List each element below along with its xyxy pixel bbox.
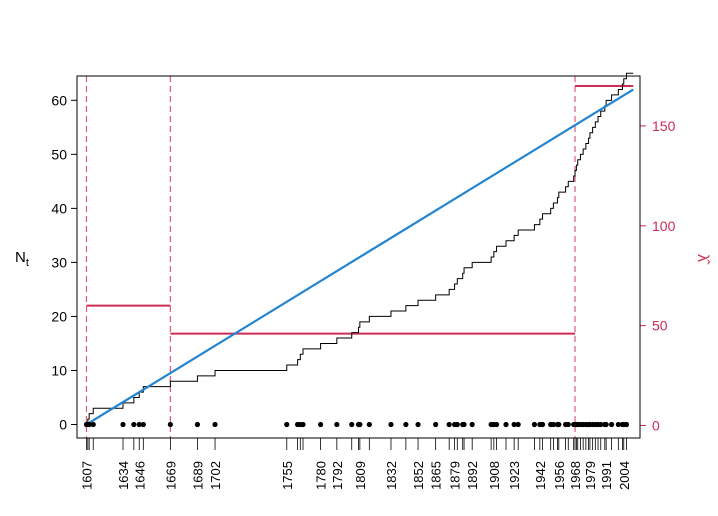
y-tick-label: 60 [51,92,67,108]
event-point [565,421,571,428]
event-point [334,421,340,428]
event-point [284,421,290,428]
x-tick-label: 1832 [384,461,399,490]
y2-tick-label: 150 [652,118,676,134]
y2-tick-label: 100 [652,218,676,234]
x-tick-label: 1865 [429,461,444,490]
event-point [493,421,500,428]
y-tick-label: 20 [51,308,67,324]
x-tick-label: 1634 [116,461,131,490]
event-point [194,421,201,428]
x-tick-label: 1669 [163,461,178,490]
event-point [357,421,363,428]
x-tick-label: 1792 [330,461,345,490]
event-point [90,421,96,428]
y-axis-left: 0 10 20 30 40 50 60 [51,92,77,432]
x-tick-label: 1956 [552,461,567,490]
event-point [598,421,604,428]
x-tick-label: 1923 [507,461,522,490]
x-tick-label: 1852 [411,461,426,490]
x-tick-label: 1755 [280,461,295,490]
x-tick-label: 1942 [533,461,548,490]
event-point [300,421,306,428]
x-tick-label: 1879 [448,461,463,490]
x-tick-label: 1780 [314,461,329,490]
x-axis: 1607 1634 1646 1669 1689 1702 1755 1780 1792 1809… [79,438,632,490]
event-point [136,421,142,428]
x-tick-label: 1979 [583,461,598,490]
x-tick-label: 1646 [132,461,147,490]
event-point [615,421,621,428]
event-point [433,421,439,428]
event-point [403,421,409,428]
x-tick-label: 1991 [599,461,614,490]
y-tick-label: 0 [59,416,67,432]
x-tick-label: 1607 [79,461,94,490]
rate-segments [86,84,634,335]
plot-frame [76,75,641,439]
x-tick-label: 1809 [353,461,368,490]
fitted-trend-line [85,88,634,426]
y-axis-right: 0 50 100 150 [640,118,676,434]
event-point [120,421,126,428]
event-point [388,421,394,428]
x-tick-label: 1908 [487,461,502,490]
event-point [318,421,324,428]
event-point [511,421,517,428]
breakpoint-lines [85,76,576,438]
event-point [366,421,372,428]
event-point [446,421,452,428]
y-tick-label: 40 [51,200,67,216]
x-tick-label: 1702 [208,461,223,490]
y2-tick-label: 0 [652,418,660,434]
event-points [83,421,630,428]
event-point [556,421,562,428]
x-tick-label: 1968 [568,461,583,490]
y2-tick-label: 50 [652,318,668,334]
y2-axis-label: λ̂ [694,254,711,265]
x-tick-label: 2004 [617,461,632,490]
y-tick-label: 30 [51,254,67,270]
y-axis-label: Nt [15,249,29,269]
event-point [608,421,615,428]
event-point [415,421,421,428]
x-tick-label: 1689 [190,461,205,490]
y-tick-label: 10 [51,362,67,378]
x-tick-label: 1892 [465,461,480,490]
event-point [503,421,509,428]
event-point [140,421,146,428]
event-point [539,421,546,428]
y-tick-label: 50 [51,146,67,162]
event-point [461,421,467,428]
event-point [454,421,460,428]
cumulative-count-step-line [86,72,634,425]
event-point [603,421,609,428]
event-point [212,421,218,428]
event-point [550,421,556,428]
event-point [131,421,137,428]
event-point [531,421,538,428]
event-point [469,421,475,428]
event-point [167,421,173,428]
event-point [515,421,521,428]
event-point [86,421,92,428]
event-point [623,421,630,428]
event-point [349,421,355,428]
